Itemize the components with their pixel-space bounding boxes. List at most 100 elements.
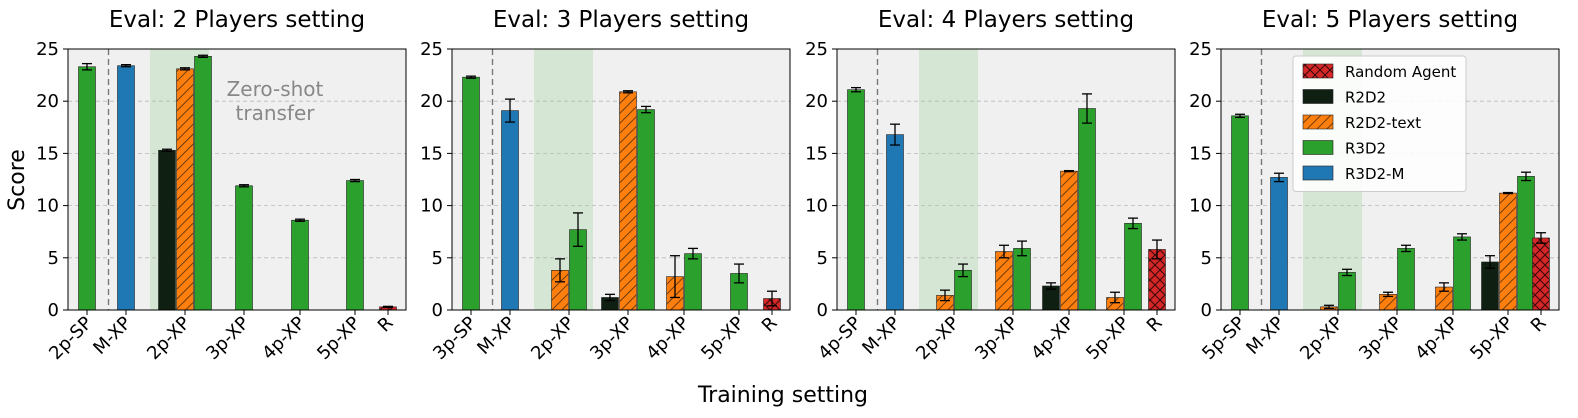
- y-tick-label: 0: [1201, 300, 1212, 321]
- highlight-band: [919, 49, 978, 310]
- x-tick-label: 5p-XP: [1082, 313, 1133, 364]
- y-tick-label: 10: [1189, 196, 1212, 217]
- y-tick-label: 0: [817, 300, 828, 321]
- x-tick-label: M-XP: [858, 313, 904, 359]
- bar-r3d2-3p-sp: [462, 76, 480, 311]
- legend-label: R2D2: [1345, 89, 1386, 107]
- legend-label: R3D2-M: [1345, 165, 1404, 183]
- bar-r2d2-5p-xp: [1481, 261, 1499, 311]
- y-tick-label: 5: [1201, 248, 1212, 269]
- x-axis-label: Training setting: [697, 383, 868, 408]
- y-tick-label: 10: [420, 196, 443, 217]
- legend-swatch-random-agent: [1302, 63, 1334, 79]
- zero-shot-annotation: transfer: [236, 101, 316, 125]
- bar-r3d2-5p-xp: [346, 180, 364, 311]
- x-tick-label: R: [1143, 313, 1167, 337]
- x-tick-label: M-XP: [473, 313, 519, 359]
- y-tick-label: 10: [805, 196, 828, 217]
- x-tick-label: 3p-XP: [202, 313, 253, 364]
- x-tick-label: 4p-XP: [1027, 313, 1078, 364]
- y-tick-label: 15: [1189, 143, 1212, 164]
- x-tick-label: R: [1527, 313, 1551, 337]
- bar-r2d2-text-3p-xp: [619, 91, 637, 311]
- bar-r3d2-3p-xp: [1013, 248, 1031, 311]
- y-tick-label: 15: [420, 143, 443, 164]
- y-tick-label: 25: [36, 39, 59, 60]
- legend-box: [1292, 55, 1467, 192]
- panel-title: Eval: 2 Players setting: [109, 7, 365, 33]
- panel-frame: [67, 48, 407, 311]
- x-tick-label: 2p-XP: [912, 313, 963, 364]
- legend-label: R3D2: [1345, 140, 1386, 158]
- bar-r3d2-4p-xp: [1453, 236, 1471, 311]
- bar-r3d2-2p-xp: [1338, 272, 1356, 311]
- bar-r2d2-text-5p-xp: [1499, 192, 1517, 311]
- y-tick-label: 20: [1189, 91, 1212, 112]
- y-tick-label: 20: [420, 91, 443, 112]
- bar-r2d2-text-4p-xp: [1060, 170, 1078, 311]
- y-tick-label: 5: [48, 248, 59, 269]
- bar-r3d2-4p-xp: [291, 219, 309, 311]
- bar-r3d2-3p-xp: [235, 185, 253, 311]
- x-tick-label: 3p-XP: [971, 313, 1022, 364]
- bar-r3d2-4p-xp: [684, 253, 702, 311]
- y-tick-label: 25: [1189, 39, 1212, 60]
- bar-r2d2-2p-xp: [158, 149, 176, 311]
- x-tick-label: 2p-XP: [1296, 313, 1347, 364]
- y-tick-label: 5: [817, 248, 828, 269]
- y-tick-label: 5: [432, 248, 443, 269]
- y-tick-label: 25: [420, 39, 443, 60]
- y-tick-label: 20: [36, 91, 59, 112]
- bar-r3d2-2p-sp: [78, 66, 96, 311]
- x-tick-label: M-XP: [89, 313, 135, 359]
- bar-r3d2-m-m-xp: [886, 134, 904, 311]
- x-tick-label: 5p-XP: [313, 313, 364, 364]
- legend-swatch-r2d2: [1302, 89, 1334, 104]
- bar-r3d2-5p-sp: [1231, 115, 1249, 311]
- x-tick-label: 3p-XP: [586, 313, 637, 364]
- x-tick-label: 4p-XP: [258, 313, 309, 364]
- panel-frame: [451, 48, 791, 311]
- bar-r2d2-text-3p-xp: [995, 251, 1013, 311]
- legend: Random Agent R2D2 R2D2-text R3D2 R3D2-M: [1292, 55, 1467, 192]
- x-tick-label: R: [758, 313, 782, 337]
- x-tick-label: 5p-XP: [697, 313, 748, 364]
- bar-r3d2-3p-xp: [1397, 248, 1415, 311]
- zero-shot-annotation: Zero-shot: [227, 77, 324, 101]
- x-tick-label: 5p-XP: [1466, 313, 1517, 364]
- y-tick-label: 25: [805, 39, 828, 60]
- bar-r2d2-text-2p-xp: [176, 68, 194, 311]
- y-tick-label: 20: [805, 91, 828, 112]
- panel-frame: [1220, 48, 1560, 311]
- y-tick-label: 10: [36, 196, 59, 217]
- bar-r3d2-5p-xp: [1517, 176, 1535, 311]
- y-tick-label: 15: [805, 143, 828, 164]
- bar-r3d2-5p-xp: [1124, 223, 1142, 311]
- legend-swatch-r2d2-text: [1302, 114, 1334, 130]
- y-tick-label: 0: [48, 300, 59, 321]
- x-tick-label: 4p-XP: [642, 313, 693, 364]
- bar-r3d2-m-m-xp: [1270, 177, 1288, 311]
- bar-r3d2-3p-xp: [637, 109, 655, 311]
- bar-r3d2-4p-xp: [1078, 108, 1096, 311]
- x-tick-label: 2p-XP: [527, 313, 578, 364]
- bar-r3d2-m-m-xp: [117, 65, 135, 311]
- x-tick-label: 3p-XP: [1355, 313, 1406, 364]
- panel-title: Eval: 5 Players setting: [1262, 7, 1518, 33]
- y-axis-label: Score: [5, 149, 30, 211]
- legend-label: Random Agent: [1345, 63, 1456, 81]
- bar-r3d2-m-m-xp: [501, 110, 519, 311]
- panel-title: Eval: 3 Players setting: [493, 7, 749, 33]
- bar-r3d2-4p-sp: [847, 89, 865, 311]
- legend-swatch-r3d2-m: [1302, 165, 1334, 181]
- x-tick-label: R: [374, 313, 398, 337]
- legend-label: R2D2-text: [1345, 114, 1421, 132]
- bar-r3d2-2p-xp: [194, 56, 212, 311]
- panel-title: Eval: 4 Players setting: [878, 7, 1134, 33]
- legend-swatch-r3d2: [1302, 140, 1334, 155]
